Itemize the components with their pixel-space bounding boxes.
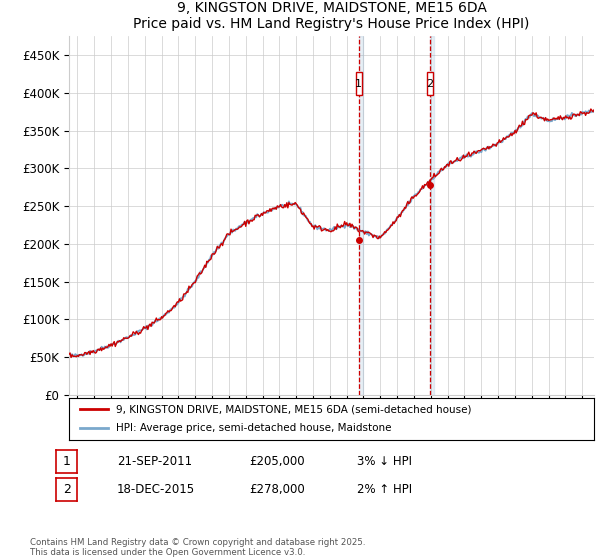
- Text: Contains HM Land Registry data © Crown copyright and database right 2025.
This d: Contains HM Land Registry data © Crown c…: [30, 538, 365, 557]
- Text: HPI: Average price, semi-detached house, Maidstone: HPI: Average price, semi-detached house,…: [116, 423, 392, 433]
- Text: 1: 1: [62, 455, 71, 468]
- Text: £278,000: £278,000: [249, 483, 305, 496]
- Bar: [359, 36, 363, 395]
- Bar: [430, 36, 434, 395]
- Title: 9, KINGSTON DRIVE, MAIDSTONE, ME15 6DA
Price paid vs. HM Land Registry's House P: 9, KINGSTON DRIVE, MAIDSTONE, ME15 6DA P…: [133, 1, 530, 31]
- Text: 3% ↓ HPI: 3% ↓ HPI: [357, 455, 412, 468]
- Text: £205,000: £205,000: [249, 455, 305, 468]
- Text: 2: 2: [62, 483, 71, 496]
- Text: 2% ↑ HPI: 2% ↑ HPI: [357, 483, 412, 496]
- Text: 2: 2: [427, 78, 434, 88]
- Text: 21-SEP-2011: 21-SEP-2011: [117, 455, 192, 468]
- Text: 1: 1: [355, 78, 362, 88]
- Text: 18-DEC-2015: 18-DEC-2015: [117, 483, 195, 496]
- Text: 9, KINGSTON DRIVE, MAIDSTONE, ME15 6DA (semi-detached house): 9, KINGSTON DRIVE, MAIDSTONE, ME15 6DA (…: [116, 404, 472, 414]
- FancyBboxPatch shape: [427, 72, 433, 95]
- FancyBboxPatch shape: [356, 72, 362, 95]
